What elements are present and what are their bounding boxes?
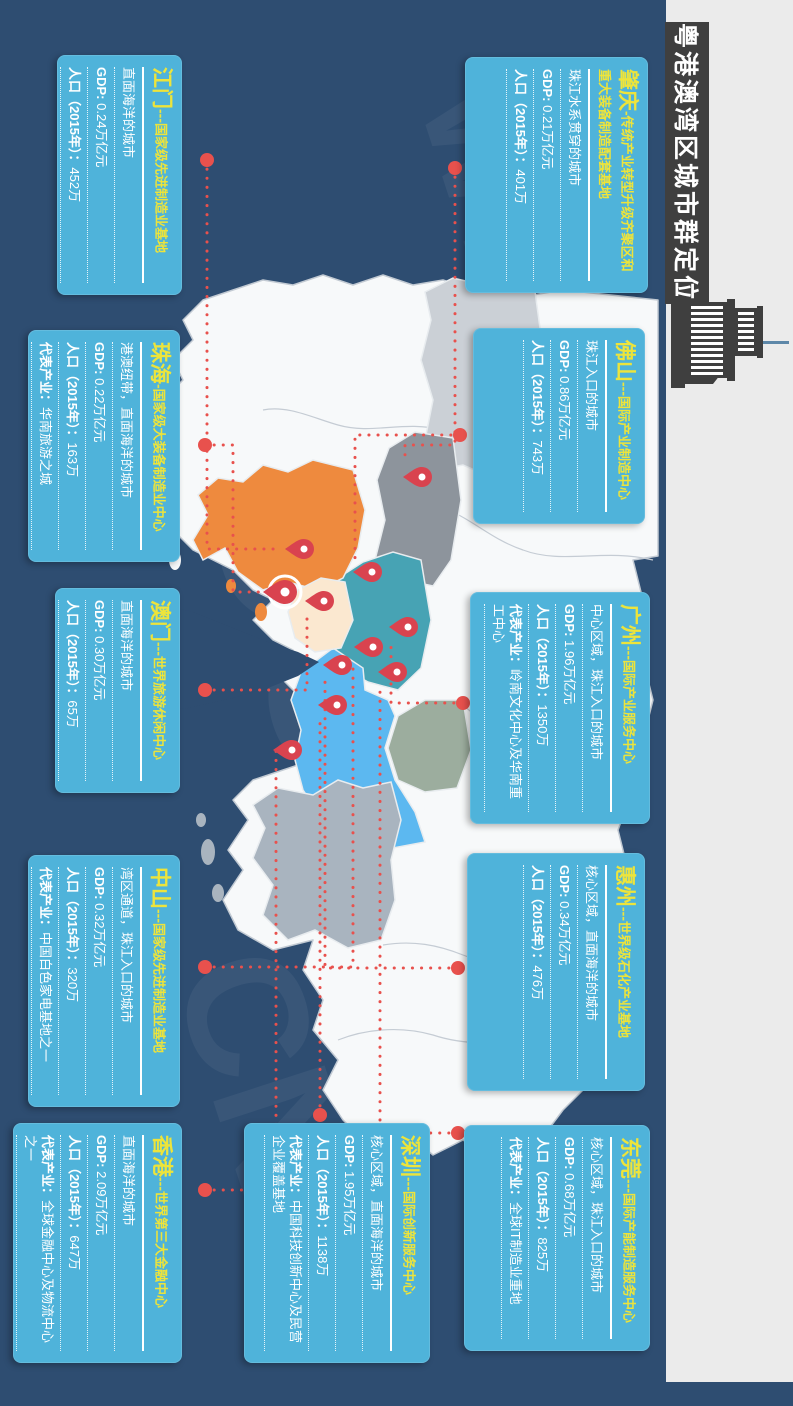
city-position: 国家级先进制造业基地 — [151, 923, 167, 1054]
city-position: 国际产业制造中心 — [616, 396, 632, 501]
city-position: 国家级大装备制造业中心 — [151, 388, 167, 532]
city-name: 佛山 — [613, 340, 636, 382]
map-pin — [323, 655, 352, 675]
city-desc: 港澳纽带，直面海洋的城市 — [111, 342, 139, 550]
city-desc: 直面海洋的城市 — [113, 1135, 141, 1351]
region-greengray — [387, 699, 472, 793]
industry-row: 代表产业：中国科技创新中心及民营企业覆盖基地 — [264, 1135, 309, 1351]
map-pin — [273, 740, 302, 760]
city-card-dongguan: 东莞---国际产能制造服务中心 核心区域，珠江入口的城市 GDP: 0.68万亿… — [464, 1125, 650, 1351]
population-row: 人口（2015年）：401万 — [506, 69, 533, 281]
map-pins — [263, 467, 432, 760]
city-desc: 直面海洋的城市 — [113, 67, 141, 283]
city-name: 中山 — [148, 867, 171, 909]
city-desc: 直面海洋的城市 — [111, 600, 139, 781]
city-position: 世界旅游休闲中心 — [151, 656, 167, 761]
city-card-jiangmen: 江门---国家级先进制造业基地 直面海洋的城市 GDP: 0.24万亿元 人口（… — [57, 55, 182, 295]
city-name: 东莞 — [618, 1137, 641, 1179]
industry-row: 代表产业：全球IT制造业重地 — [501, 1137, 529, 1339]
city-name: 肇庆 — [616, 69, 639, 111]
population-row: 人口（2015年）：743万 — [523, 340, 550, 512]
map-pin — [354, 637, 383, 657]
population-row: 人口（2015年）：320万 — [58, 867, 85, 1095]
city-position: 国际产能制造服务中心 — [621, 1193, 637, 1324]
city-card-xianggang: 香港---世界第三大金融中心 直面海洋的城市 GDP: 2.09万亿元 人口（2… — [13, 1123, 182, 1363]
city-desc: 珠江入口的城市 — [576, 340, 604, 512]
map-pin — [403, 467, 432, 487]
map-pin — [305, 591, 334, 611]
gdp-row: GDP: 0.30万亿元 — [84, 600, 112, 781]
population-row: 人口（2015年）：1350万 — [528, 604, 555, 812]
map-pin — [353, 562, 382, 582]
city-desc: 中心区域，珠江入口的城市 — [581, 604, 609, 812]
map-pin-ringed — [263, 574, 303, 610]
region-cream — [287, 577, 354, 653]
gdp-row: GDP: 0.24万亿元 — [86, 67, 114, 283]
city-name: 广州 — [618, 604, 641, 646]
gdp-row: GDP: 1.95万亿元 — [334, 1135, 362, 1351]
city-desc: 核心区域，珠江入口的城市 — [581, 1137, 609, 1339]
city-position: 国际创新服务中心 — [401, 1191, 417, 1296]
gdp-row: GDP: 1.96万亿元 — [554, 604, 582, 812]
city-card-zhongshan: 中山---国家级先进制造业基地 湾区通道，珠江入口的城市 GDP: 0.32万亿… — [28, 855, 180, 1107]
population-row: 人口（2015年）：1138万 — [308, 1135, 335, 1351]
gdp-row: GDP: 0.86万亿元 — [549, 340, 577, 512]
city-desc: 核心区域，直面海洋的城市 — [576, 865, 604, 1079]
city-desc: 湾区通道，珠江入口的城市 — [111, 867, 139, 1095]
city-position: 世界第三大金融中心 — [153, 1191, 169, 1309]
connector-dots — [198, 153, 470, 1197]
industry-row: 代表产业：华南旅游之城 — [31, 342, 59, 550]
industry-row: 代表产业：岭南文化中心及华南重工中心 — [484, 604, 529, 812]
region-grayblue — [252, 779, 402, 949]
population-row: 人口（2015年）：163万 — [58, 342, 85, 550]
population-row: 人口（2015年）：476万 — [523, 865, 550, 1079]
gdp-row: GDP: 2.09万亿元 — [86, 1135, 114, 1351]
city-name: 香港 — [150, 1135, 173, 1177]
region-orange — [192, 459, 366, 591]
city-card-shenzhen: 深圳---国际创新服务中心 核心区域，直面海洋的城市 GDP: 1.95万亿元 … — [244, 1123, 430, 1363]
city-card-huizhou: 惠州---世界级石化产业基地 核心区域，直面海洋的城市 GDP: 0.34万亿元… — [467, 853, 645, 1091]
industry-row: 代表产业：全球金融中心及物流中心之一 — [16, 1135, 61, 1351]
population-row: 人口（2015年）：647万 — [60, 1135, 87, 1351]
map-pin — [389, 617, 418, 637]
building-illustration-icon — [671, 296, 789, 388]
population-row: 人口（2015年）：452万 — [60, 67, 87, 283]
map-pin — [318, 695, 347, 715]
gdp-row: GDP: 0.32万亿元 — [84, 867, 112, 1095]
city-position: 国家级先进制造业基地 — [153, 123, 169, 254]
population-row: 人口（2015年）：65万 — [58, 600, 85, 781]
industry-row: 代表产业：中国白色家电基地之一 — [31, 867, 59, 1095]
city-card-guangzhou: 广州---国际产业服务中心 中心区域，珠江入口的城市 GDP: 1.96万亿元 … — [470, 592, 650, 824]
city-card-zhuhai: 珠海-国家级大装备制造业中心 港澳纽带，直面海洋的城市 GDP: 0.22万亿元… — [28, 330, 180, 562]
city-position: 国际产业服务中心 — [621, 660, 637, 765]
city-desc: 核心区域，直面海洋的城市 — [361, 1135, 389, 1351]
gdp-row: GDP: 0.34万亿元 — [549, 865, 577, 1079]
city-name: 深圳 — [398, 1135, 421, 1177]
city-name: 江门 — [150, 67, 173, 109]
city-desc: 珠江水系贯穿的城市 — [559, 69, 587, 281]
connector-lines — [203, 158, 465, 1192]
city-card-zhaoqing: 肇庆-传统产业转型升级齐聚区和重大装备制造配套基地 珠江水系贯穿的城市 GDP:… — [465, 57, 648, 293]
gdp-row: GDP: 0.68万亿元 — [554, 1137, 582, 1339]
city-name: 澳门 — [148, 600, 171, 642]
city-name: 珠海 — [148, 342, 171, 384]
gdp-row: GDP: 0.22万亿元 — [84, 342, 112, 550]
map-pin — [285, 539, 314, 559]
population-row: 人口（2015年）：825万 — [528, 1137, 555, 1339]
city-name: 惠州 — [613, 865, 636, 907]
city-position: 世界级石化产业基地 — [616, 921, 632, 1039]
city-card-aomen: 澳门---世界旅游休闲中心 直面海洋的城市 GDP: 0.30万亿元 人口（20… — [55, 588, 180, 793]
map-pin — [378, 662, 407, 682]
gdp-row: GDP: 0.21万亿元 — [532, 69, 560, 281]
city-card-foshan: 佛山---国际产业制造中心 珠江入口的城市 GDP: 0.86万亿元 人口（20… — [473, 328, 645, 524]
